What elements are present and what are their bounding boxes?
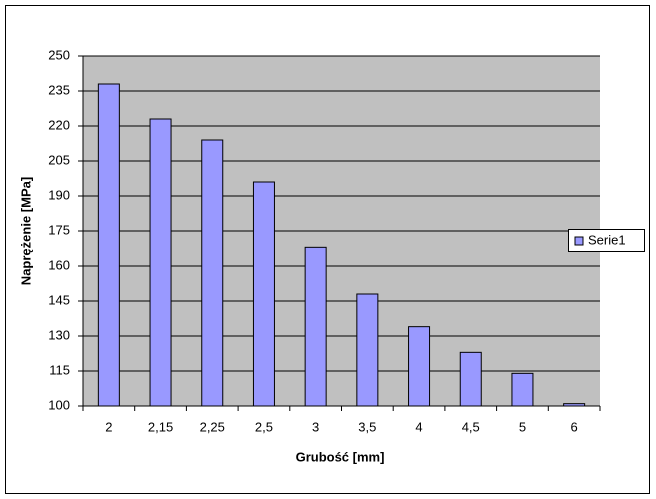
- x-tick-label: 5: [519, 419, 526, 434]
- bar: [201, 139, 224, 407]
- x-tick-label: 2,15: [148, 419, 173, 434]
- y-tick-label: 145: [48, 292, 70, 307]
- x-tick-label: 2: [105, 419, 112, 434]
- x-tick-label: 6: [571, 419, 578, 434]
- x-tick-label: 2,5: [255, 419, 273, 434]
- x-tick-label: 4: [415, 419, 422, 434]
- y-tick-label: 100: [48, 397, 70, 412]
- legend-swatch: [574, 236, 584, 246]
- x-tick-label: 4,5: [462, 419, 480, 434]
- y-tick-label: 205: [48, 152, 70, 167]
- y-tick-label: 235: [48, 82, 70, 97]
- x-tick-label: 2,25: [200, 419, 225, 434]
- bar: [563, 403, 586, 407]
- x-tick-label: 3: [312, 419, 319, 434]
- bar: [408, 326, 431, 407]
- y-tick-label: 190: [48, 187, 70, 202]
- legend-box: [568, 229, 645, 252]
- y-tick-label: 130: [48, 327, 70, 342]
- y-tick-label: 175: [48, 222, 70, 237]
- y-tick-label: 115: [49, 362, 70, 377]
- legend-label: Serie1: [588, 232, 626, 247]
- x-tick-label: 3,5: [358, 419, 376, 434]
- bar: [459, 351, 482, 407]
- y-axis-title: Naprężenie [MPa]: [18, 177, 33, 285]
- y-tick-label: 220: [48, 117, 70, 132]
- bar: [149, 118, 172, 407]
- y-tick-label: 250: [48, 47, 70, 62]
- bar: [511, 372, 534, 407]
- bar: [97, 83, 120, 407]
- y-tick-label: 160: [48, 257, 70, 272]
- bar: [304, 246, 327, 407]
- x-axis-title: Grubość [mm]: [296, 449, 385, 464]
- bar: [356, 293, 379, 407]
- bar: [252, 181, 275, 407]
